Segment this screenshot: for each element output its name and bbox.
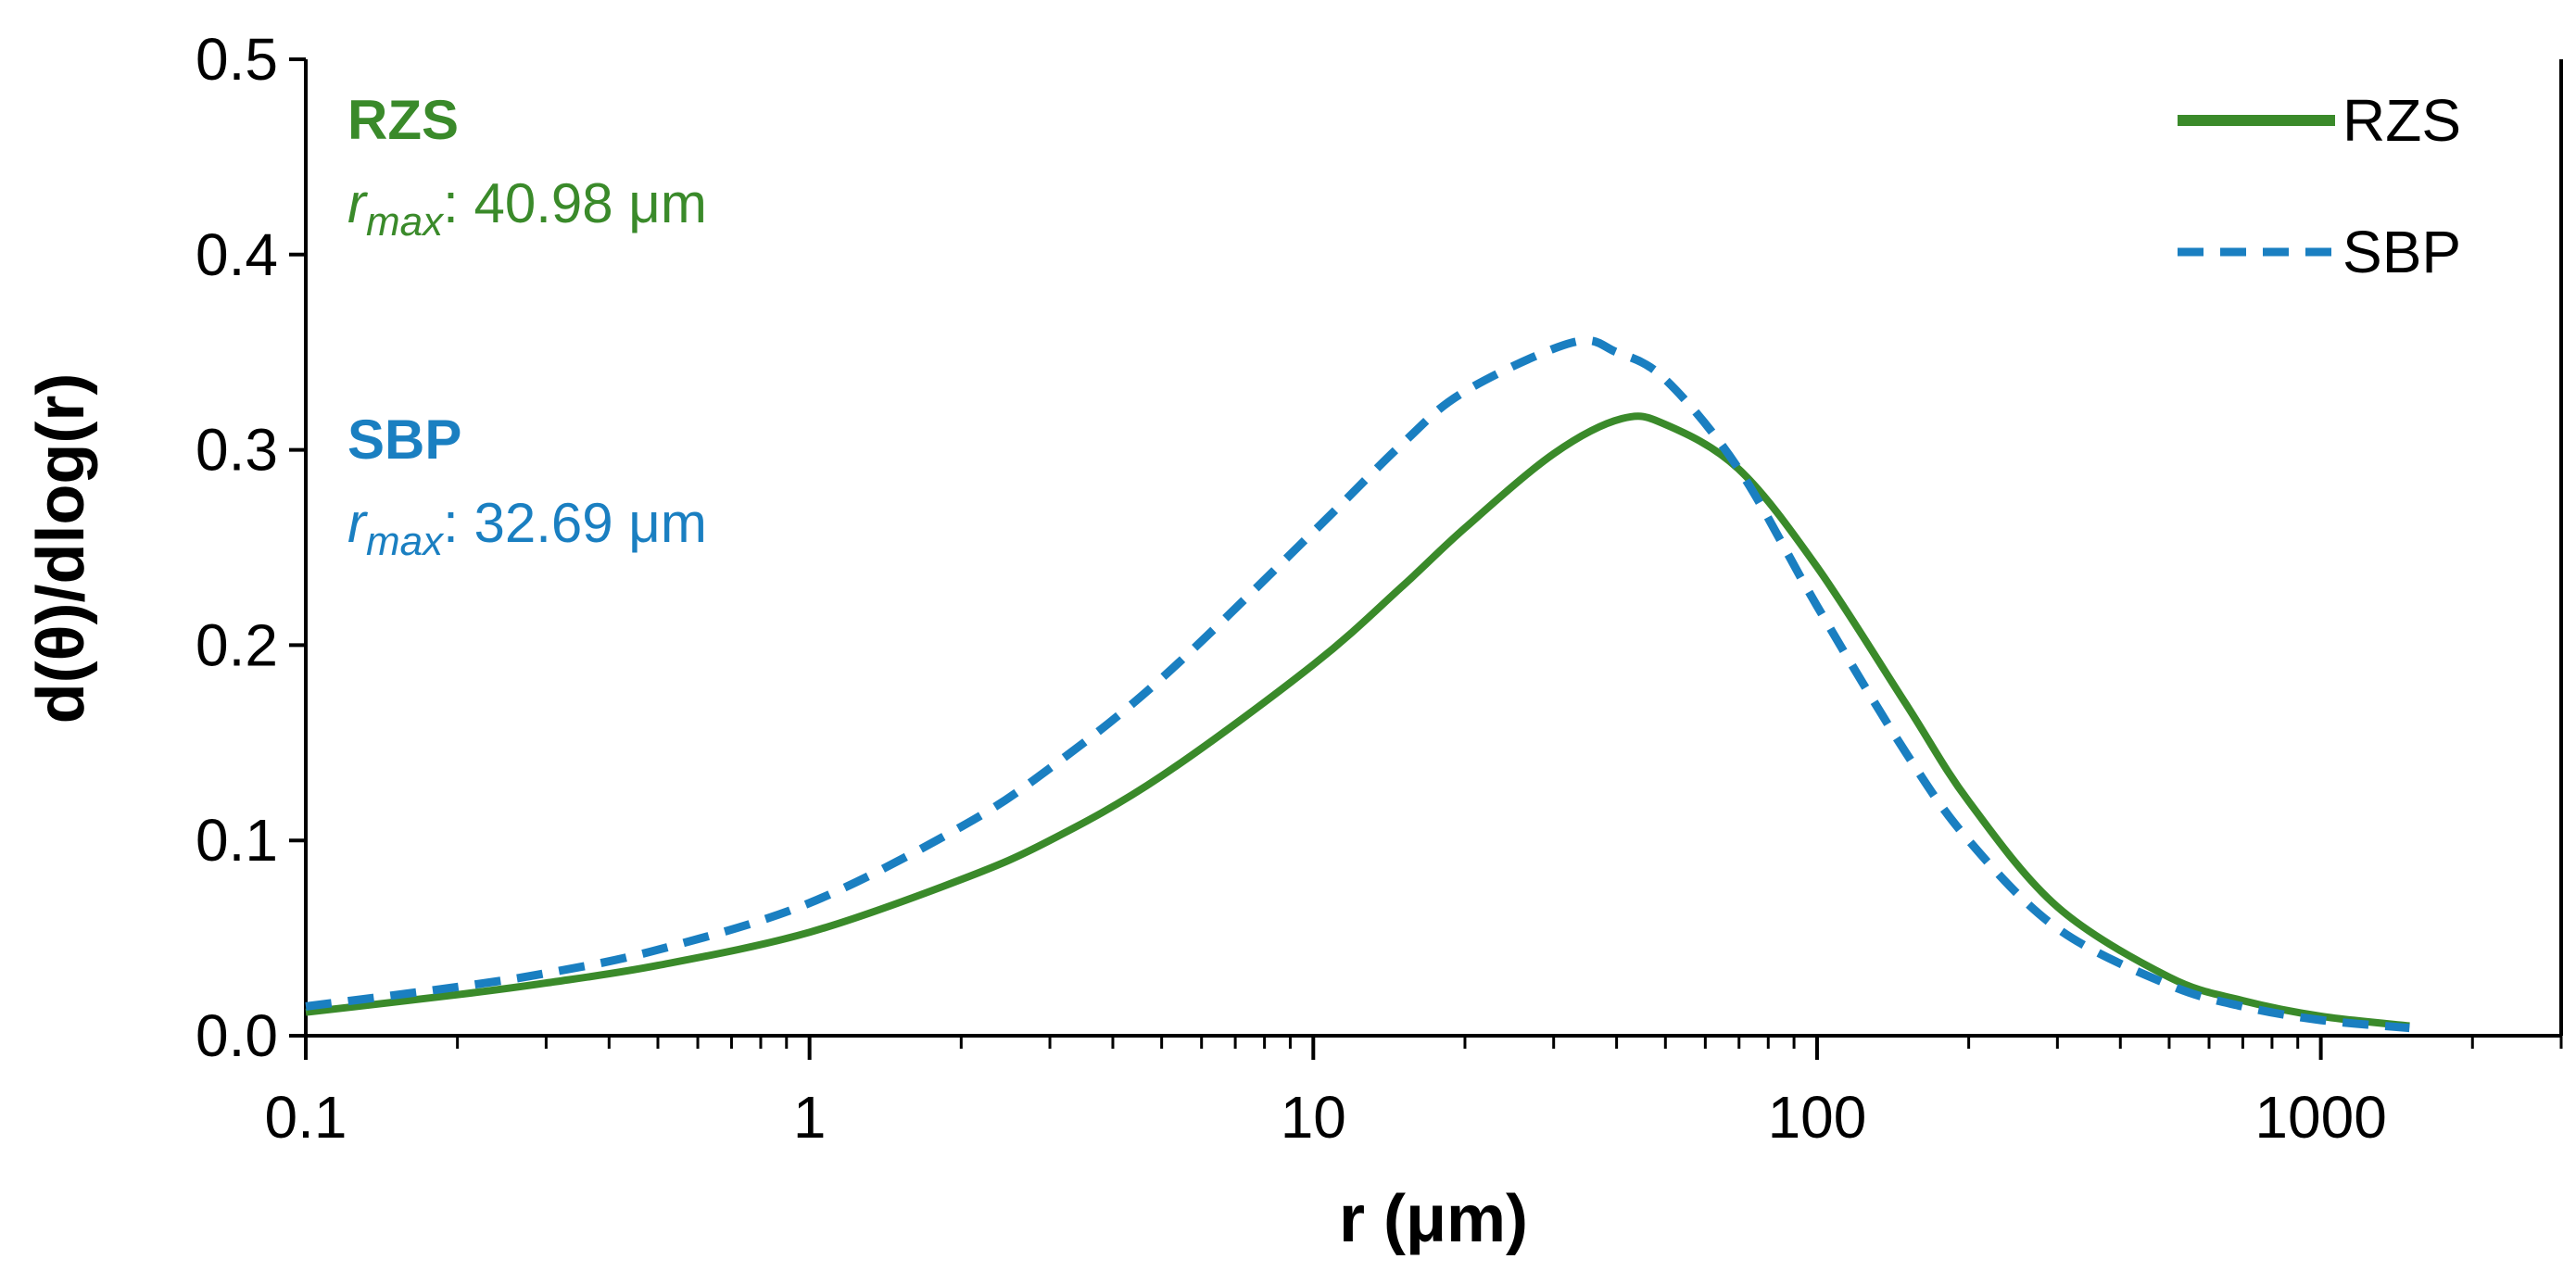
series-layer [305, 335, 2410, 1033]
annotation-sbp-rmax: rmax: 32.69 μm [347, 492, 707, 564]
x-tick-label: 10 [1281, 1084, 1346, 1151]
legend: RZS SBP [2178, 87, 2461, 285]
axes [304, 59, 2563, 1038]
annotation-rzs-r-symbol: r [347, 172, 368, 234]
y-ticks: 0.0 0.1 0.2 0.3 0.4 0.5 [196, 26, 306, 1069]
annotations: RZS rmax: 40.98 μm SBP rmax: 32.69 μm [347, 89, 707, 564]
y-tick-label: 0.2 [196, 611, 278, 678]
annotation-sbp-name: SBP [347, 409, 461, 471]
x-ticks: 0.1 1 10 100 1000 [265, 1036, 2563, 1151]
annotation-sbp-r-symbol: r [347, 492, 368, 554]
annotation-rzs-subscript: max [366, 199, 445, 245]
x-axis-title: r (μm) [1339, 1182, 1528, 1256]
y-tick-label: 0.3 [196, 417, 278, 484]
legend-label-rzs: RZS [2342, 87, 2461, 154]
x-tick-label: 0.1 [265, 1084, 347, 1151]
annotation-rzs-value: : 40.98 μm [443, 172, 707, 234]
y-tick-label: 0.1 [196, 807, 278, 874]
y-tick-label: 0.5 [196, 26, 278, 93]
y-tick-label: 0.4 [196, 221, 278, 288]
x-tick-label: 1 [793, 1084, 827, 1151]
annotation-sbp-value: : 32.69 μm [443, 492, 707, 554]
x-tick-label: 1000 [2254, 1084, 2386, 1151]
x-tick-label: 100 [1768, 1084, 1867, 1151]
y-tick-label: 0.0 [196, 1002, 278, 1069]
series-line-rzs [305, 412, 2410, 1030]
legend-label-sbp: SBP [2342, 219, 2461, 285]
annotation-rzs-rmax: rmax: 40.98 μm [347, 172, 707, 245]
annotation-rzs-name: RZS [347, 89, 459, 151]
series-line-sbp [305, 335, 2410, 1033]
y-axis-title: d(θ)/dlog(r) [24, 373, 98, 724]
annotation-sbp-subscript: max [366, 519, 445, 564]
